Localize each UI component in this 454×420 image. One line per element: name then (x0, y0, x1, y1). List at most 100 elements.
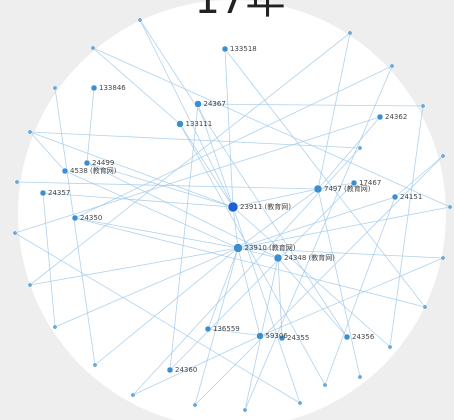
edge (54, 247, 239, 328)
node-label: 133518 (230, 45, 257, 53)
edge (92, 47, 181, 125)
edge (207, 247, 239, 330)
node (166, 366, 174, 374)
node-label: 17467 (359, 179, 381, 187)
node (347, 30, 353, 36)
edge (232, 206, 391, 348)
node-label: 23911 (教育网) (240, 202, 291, 211)
edge (74, 217, 426, 308)
edge (317, 116, 381, 190)
edge (42, 192, 56, 328)
edge (92, 47, 451, 208)
node-label: 7497 (教育网) (324, 184, 371, 193)
node-label: 24151 (400, 193, 422, 201)
node (27, 282, 33, 288)
node-label: 4538 (教育网) (70, 166, 117, 175)
edge (14, 116, 381, 234)
edge (29, 131, 361, 149)
node (204, 325, 212, 333)
edge (29, 247, 239, 286)
edge (14, 232, 301, 404)
node-label: 24355 (287, 334, 309, 342)
edge (86, 162, 279, 259)
node-label: 24357 (48, 189, 70, 197)
node-label: 24362 (385, 113, 407, 121)
edge (207, 328, 283, 339)
edge (317, 182, 355, 190)
node-label: 133846 (99, 84, 126, 92)
edge (86, 87, 95, 164)
node (242, 407, 248, 413)
edge (54, 87, 96, 366)
node (61, 167, 69, 175)
node (92, 362, 98, 368)
node (387, 344, 393, 350)
edge (29, 131, 66, 172)
node-label: 24360 (175, 366, 197, 374)
edge (317, 188, 361, 378)
node-label: 59306 (266, 332, 289, 340)
edge (16, 181, 319, 190)
edge (232, 188, 319, 208)
edge (74, 217, 239, 249)
node (343, 333, 351, 341)
node (39, 189, 47, 197)
edge (169, 103, 199, 371)
edge (324, 196, 396, 386)
node-label: 24348 (教育网) (284, 253, 335, 262)
node-label: 24350 (80, 214, 102, 222)
edge (317, 32, 351, 190)
edge (29, 32, 351, 286)
edge (224, 48, 426, 308)
node (52, 85, 58, 91)
edge (179, 123, 326, 386)
node (137, 17, 143, 23)
edge (194, 155, 444, 406)
node (391, 193, 399, 201)
node (233, 243, 243, 253)
edge (29, 131, 234, 208)
node (273, 253, 283, 263)
edge (94, 247, 239, 366)
node (422, 304, 428, 310)
edge (237, 247, 279, 259)
node-label: 23910 (教育网) (245, 243, 296, 252)
edge (232, 206, 239, 249)
edge (237, 188, 319, 249)
node (350, 179, 358, 187)
node (278, 334, 286, 342)
title: 17年 (195, 0, 286, 23)
edge (194, 247, 239, 406)
node (83, 159, 91, 167)
node (256, 332, 264, 340)
node (90, 84, 98, 92)
edge (394, 155, 444, 198)
edge (237, 206, 451, 249)
node (90, 45, 96, 51)
node (176, 120, 184, 128)
edge (237, 247, 261, 337)
node (322, 382, 328, 388)
node (297, 400, 303, 406)
node (357, 374, 363, 380)
node (447, 204, 453, 210)
node (52, 324, 58, 330)
edge (389, 105, 424, 348)
node (27, 129, 33, 135)
node-label: 136559 (213, 325, 240, 333)
node-label: 24367 (204, 100, 226, 108)
edges (14, 19, 451, 411)
node (227, 201, 239, 213)
node-label: 24356 (352, 333, 375, 341)
edge (277, 257, 348, 338)
node (389, 63, 395, 69)
node (130, 392, 136, 398)
node (376, 113, 384, 121)
node (14, 179, 20, 185)
edge (179, 123, 234, 208)
edge (139, 19, 348, 338)
edge (64, 170, 239, 249)
node-label: 24499 (92, 159, 114, 167)
edge (139, 19, 234, 208)
